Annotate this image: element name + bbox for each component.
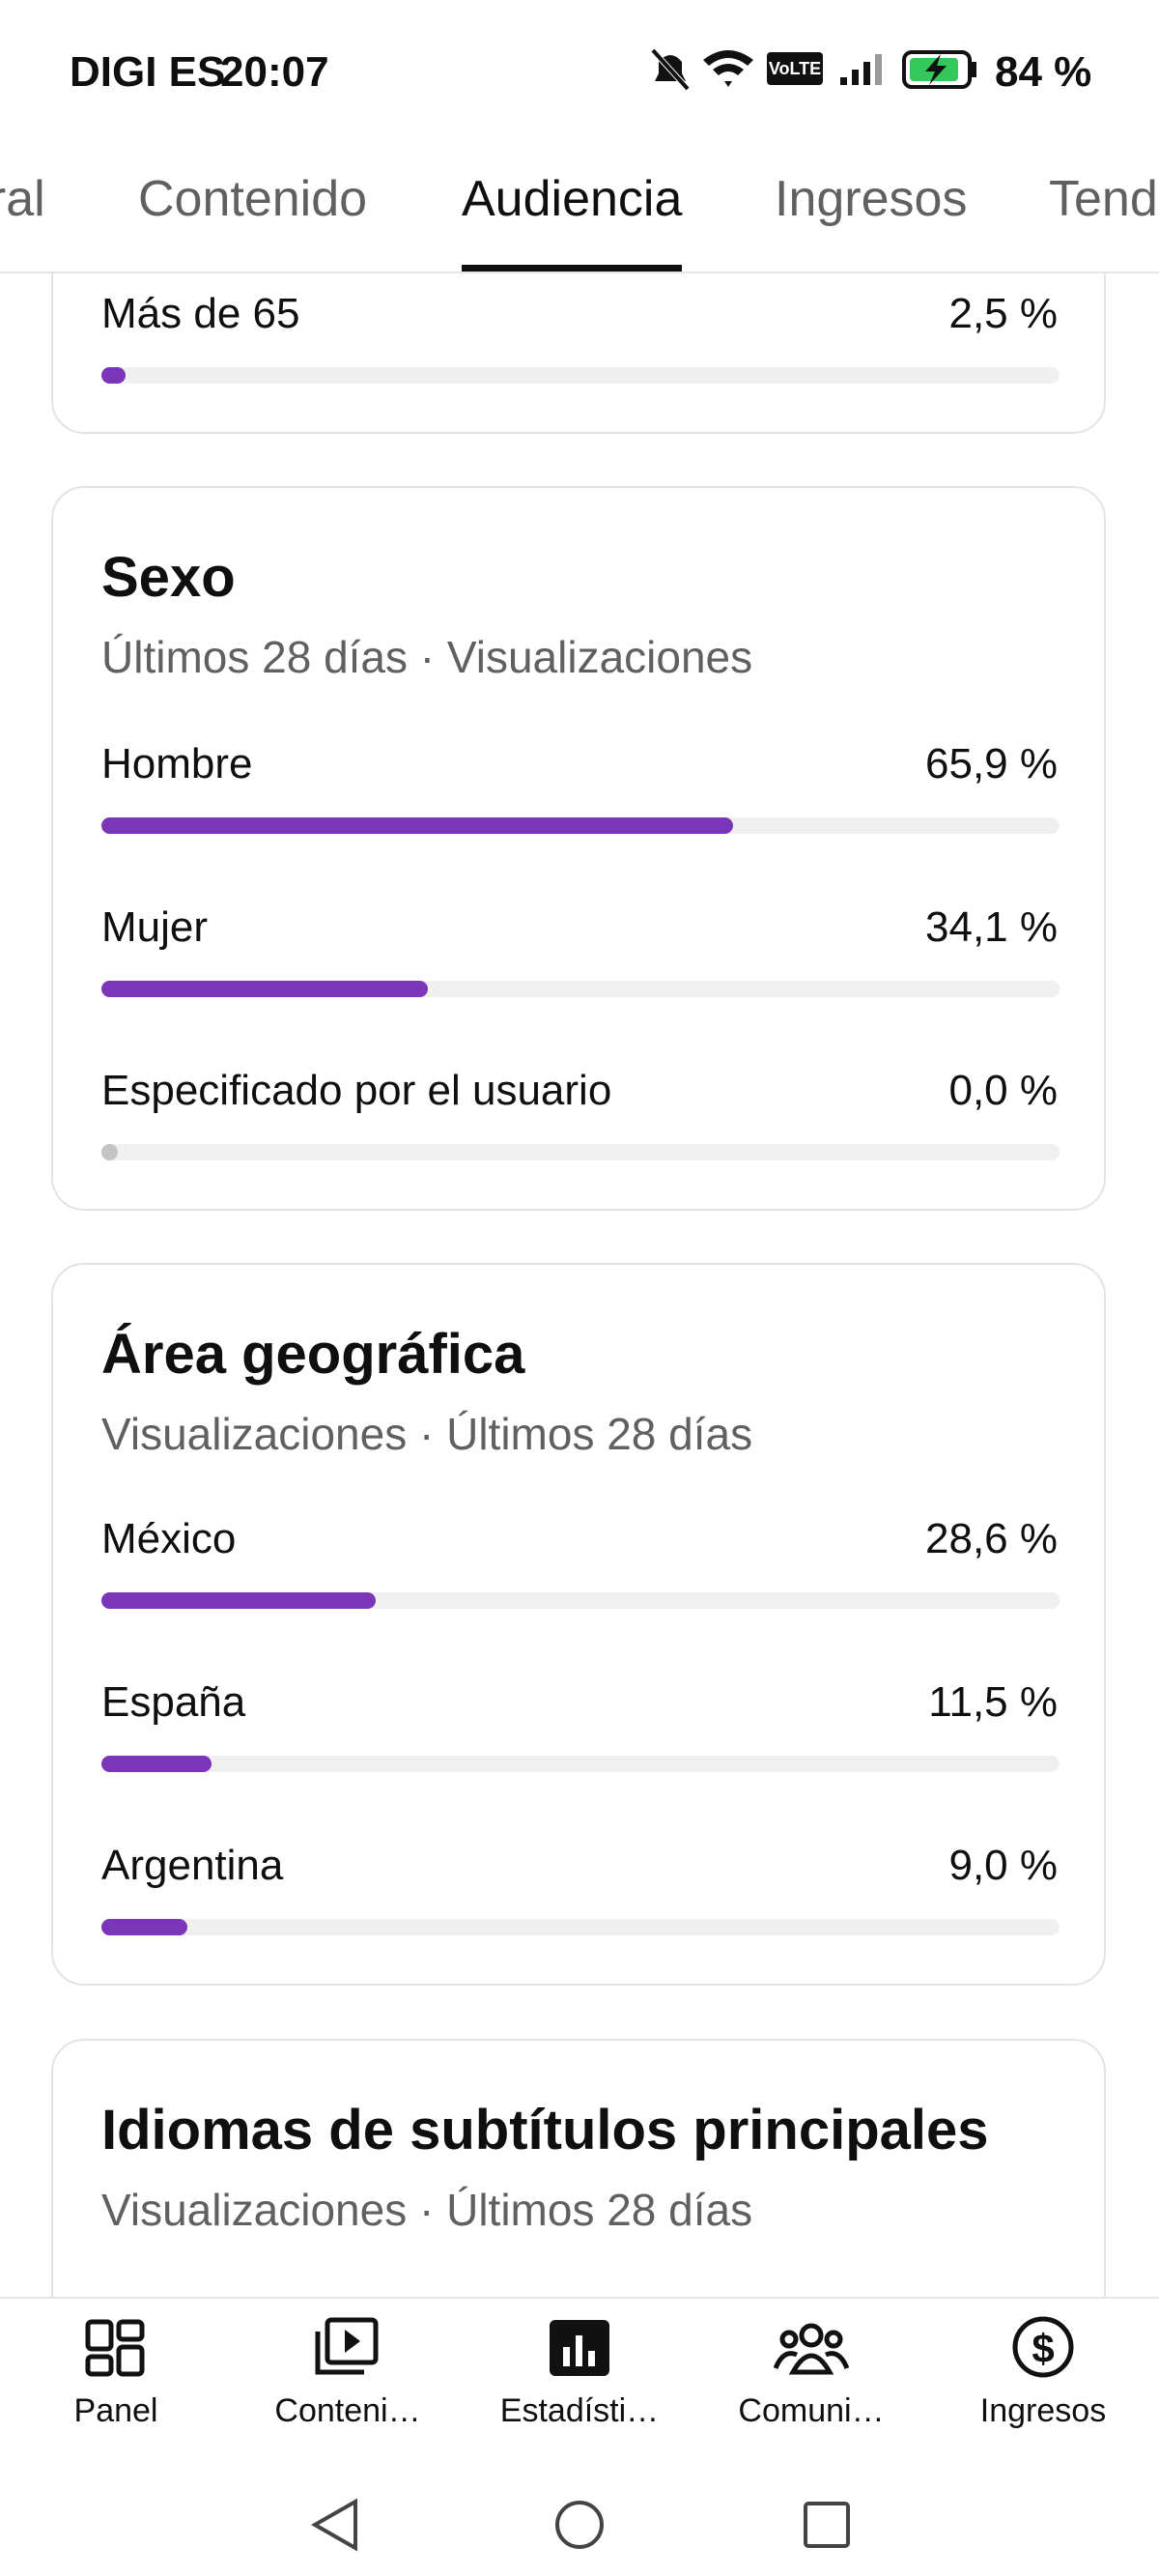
nav-icon xyxy=(85,2319,145,2377)
row-label: Mujer xyxy=(101,903,209,951)
bar xyxy=(101,1592,376,1609)
row-value: 9,0 % xyxy=(948,1842,1058,1889)
bar-track xyxy=(101,1144,1060,1160)
tab-bar: eral Contenido Audiencia Ingresos Tend xyxy=(0,145,1159,273)
nav-icon xyxy=(315,2317,379,2375)
row-label: Más de 65 xyxy=(101,290,300,337)
card-subtitle: Visualizaciones · Últimos 28 días xyxy=(101,2185,753,2235)
carrier: DIGI ES xyxy=(70,48,226,96)
system-nav xyxy=(310,2498,850,2552)
card-title: Idiomas de subtítulos principales xyxy=(101,2099,989,2161)
nav-label: Conteni… xyxy=(274,2392,421,2429)
bottom-nav: Panel Conteni… Estadísti… Comuni… $ Ingresos xyxy=(0,2297,1159,2576)
status-bar: DIGI ES 20:07 VoLTE 84 % xyxy=(0,0,1159,145)
row-label: Especificado por el usuario xyxy=(101,1067,612,1114)
row-value: 28,6 % xyxy=(925,1515,1058,1562)
card-subtitle: Visualizaciones · Últimos 28 días xyxy=(101,1409,753,1459)
bar xyxy=(101,817,733,834)
bar-track xyxy=(101,367,1060,384)
row-label: Hombre xyxy=(101,740,253,787)
active-tab-underline xyxy=(462,265,682,272)
bar-track xyxy=(101,817,1060,834)
bar xyxy=(101,1756,212,1772)
row-label: México xyxy=(101,1515,237,1562)
row-value: 0,0 % xyxy=(948,1067,1058,1114)
card-title: Área geográfica xyxy=(101,1323,525,1386)
card: Área geográfica Visualizaciones · Últimos… xyxy=(51,1263,1106,1986)
nav-label: Estadísti… xyxy=(499,2392,660,2429)
nav-icon: $ xyxy=(1012,2316,1074,2378)
nav-item[interactable]: Comuni… xyxy=(695,2314,927,2430)
card-title: Sexo xyxy=(101,546,236,609)
nav-item[interactable]: $ Ingresos xyxy=(927,2314,1159,2430)
card: Sexo Últimos 28 días · Visualizaciones Hom… xyxy=(51,486,1106,1211)
tab[interactable]: Ingresos xyxy=(775,171,968,227)
nav-icon xyxy=(773,2323,850,2375)
row-value: 11,5 % xyxy=(928,1678,1058,1726)
svg-text:VoLTE: VoLTE xyxy=(769,59,821,78)
status-icons: VoLTE xyxy=(648,45,976,94)
row-value: 34,1 % xyxy=(925,903,1058,951)
nav-icon xyxy=(550,2320,609,2376)
tab[interactable]: Audiencia xyxy=(462,171,683,227)
bar-track xyxy=(101,1592,1060,1609)
bar xyxy=(101,1144,118,1160)
row-label: Argentina xyxy=(101,1842,284,1889)
tab[interactable]: Contenido xyxy=(138,171,368,227)
nav-label: Panel xyxy=(73,2392,158,2429)
tab[interactable]: eral xyxy=(0,171,45,227)
bar xyxy=(101,367,126,384)
nav-label: Ingresos xyxy=(979,2392,1107,2429)
nav-item[interactable]: Panel xyxy=(0,2314,232,2430)
nav-label: Comuni… xyxy=(738,2392,885,2429)
row-value: 2,5 % xyxy=(948,290,1058,337)
nav-item[interactable]: Estadísti… xyxy=(464,2314,695,2430)
clock: 20:07 xyxy=(220,48,329,96)
bar xyxy=(101,1919,188,1935)
bar-track xyxy=(101,1919,1060,1935)
row-value: 65,9 % xyxy=(925,740,1058,787)
bar xyxy=(101,981,429,997)
bar-track xyxy=(101,1756,1060,1772)
battery: 84 % xyxy=(995,48,1092,96)
svg-text:$: $ xyxy=(1032,2326,1054,2371)
row-label: España xyxy=(101,1678,246,1726)
card-subtitle: Últimos 28 días · Visualizaciones xyxy=(101,632,753,682)
bar-track xyxy=(101,981,1060,997)
tab[interactable]: Tend xyxy=(1049,171,1158,227)
nav-item[interactable]: Conteni… xyxy=(232,2314,464,2430)
